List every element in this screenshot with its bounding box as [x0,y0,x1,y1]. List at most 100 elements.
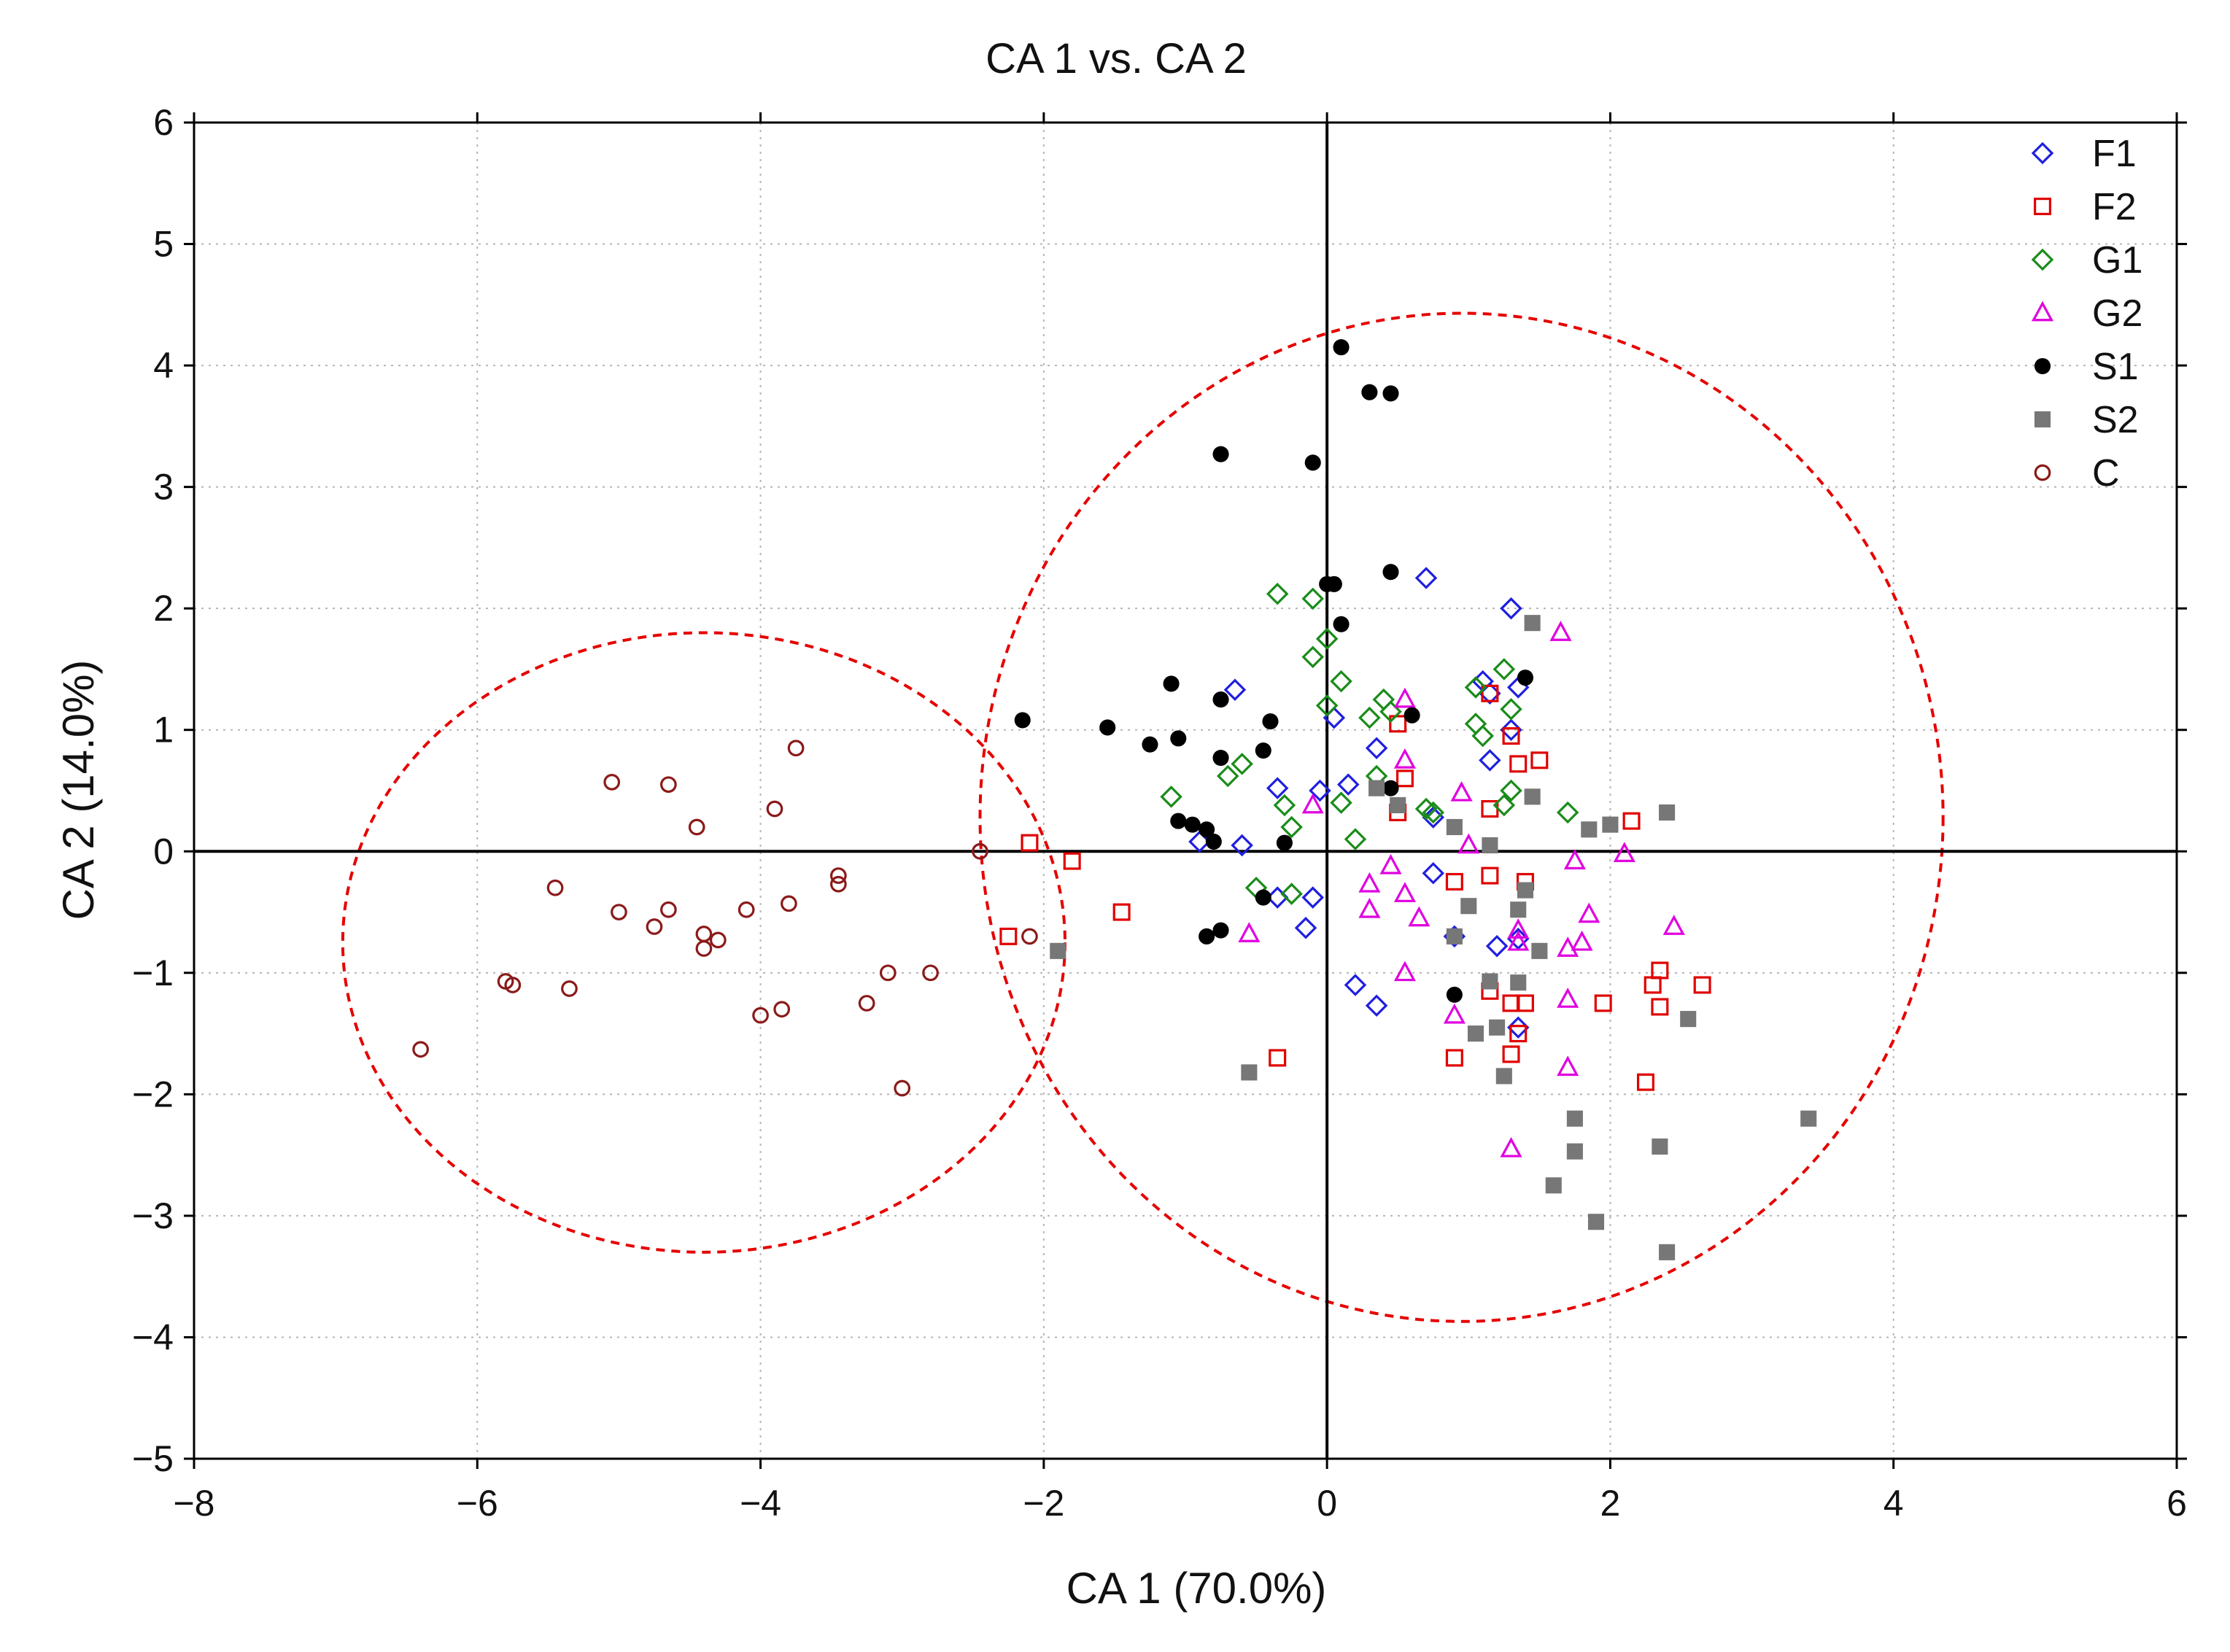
legend-label-c: C [2092,452,2120,495]
point-f2 [1516,994,1534,1012]
point-f2 [1481,684,1499,702]
point-f2 [1530,751,1549,769]
point-s1 [1163,675,1180,692]
point-c [546,879,564,896]
point-c [695,940,713,957]
legend-label-s2: S2 [2092,399,2139,441]
point-s2 [1545,1177,1562,1194]
legend-label-s1: S1 [2092,346,2139,388]
point-g2 [1457,833,1480,854]
point-g1 [1500,698,1522,721]
point-s2 [1390,796,1406,814]
confidence-ellipses [341,311,1945,1323]
point-g1 [1160,786,1182,808]
legend-marker-f1 [2031,141,2054,165]
legend-label-g1: G1 [2092,239,2142,282]
y-axis-label: CA 2 (14.0%) [54,660,103,920]
point-f1 [1414,567,1438,589]
point-s2 [1495,1068,1512,1085]
point-s2 [1368,780,1385,796]
point-c [922,964,939,982]
series-s1 [1014,339,1533,1003]
point-c [660,776,677,794]
point-s1 [1304,454,1321,471]
series-f1 [1188,567,1530,1039]
point-s1 [1205,833,1222,850]
point-s2 [1602,816,1619,833]
point-f2 [1502,727,1520,745]
series-c [412,740,1038,1097]
point-g2 [1571,930,1593,951]
y-tick-label: 6 [153,102,174,143]
point-s2 [1531,942,1548,959]
plot-frame [193,121,2178,1460]
point-g1 [1301,645,1324,669]
point-s1 [1212,922,1229,939]
point-g2 [1358,897,1381,918]
point-s1 [1255,742,1271,759]
point-g1 [1280,883,1303,905]
point-f2 [1502,1045,1520,1063]
point-s1 [1184,816,1201,833]
point-s2 [1467,1025,1484,1042]
point-s1 [1382,564,1399,581]
point-g2 [1393,961,1416,982]
point-f1 [1266,777,1289,799]
point-s2 [1460,898,1477,915]
point-f2 [1269,1049,1287,1067]
data-points [412,339,1817,1260]
y-tick-label: −3 [132,1195,174,1236]
point-s1 [1333,616,1350,632]
point-g2 [1450,780,1473,802]
legend-label-g2: G2 [2092,292,2142,335]
point-g2 [1613,842,1635,862]
series-s2 [1050,615,1817,1260]
point-f1 [1479,749,1501,772]
point-s1 [1099,719,1116,736]
point-g1 [1315,694,1339,717]
point-s2 [1566,1110,1583,1127]
point-g1 [1301,587,1324,610]
y-tick-label: 0 [153,831,174,872]
point-s2 [1241,1064,1258,1081]
point-f1 [1506,927,1530,950]
point-c [412,1041,429,1058]
point-g1 [1372,688,1395,711]
point-g1 [1500,779,1522,802]
point-s2 [1510,901,1527,918]
point-s2 [1482,973,1498,990]
point-f2 [1651,998,1669,1016]
point-f1 [1231,834,1253,857]
point-c [504,977,522,993]
point-c [773,1001,791,1018]
point-f1 [1301,886,1324,909]
point-c [695,926,713,942]
point-c [646,918,663,935]
x-axis-tick-labels: −8 −6 −4 −2 0 2 4 6 [173,1483,2186,1524]
point-f2 [999,927,1018,945]
series-g2 [1238,621,1685,1157]
point-c [781,895,797,912]
legend-marker-f2 [2034,198,2052,216]
point-f2 [1063,852,1081,870]
point-c [894,1079,911,1097]
y-tick-label: 4 [153,345,174,386]
point-f1 [1422,861,1445,885]
point-f2 [1636,1073,1654,1091]
point-s2 [1587,1214,1605,1230]
point-s1 [1142,736,1158,753]
point-c [737,901,755,918]
point-g1 [1266,582,1289,605]
point-f1 [1188,830,1211,853]
point-s2 [1489,1019,1506,1036]
point-f1 [1309,779,1331,802]
point-g1 [1471,724,1494,748]
point-f1 [1294,916,1317,939]
point-f1 [1365,737,1388,759]
zero-lines [194,123,2177,1459]
point-f2 [1389,715,1407,733]
point-c [858,995,875,1012]
legend-label-f2: F2 [2092,186,2137,228]
point-s1 [1382,780,1399,796]
